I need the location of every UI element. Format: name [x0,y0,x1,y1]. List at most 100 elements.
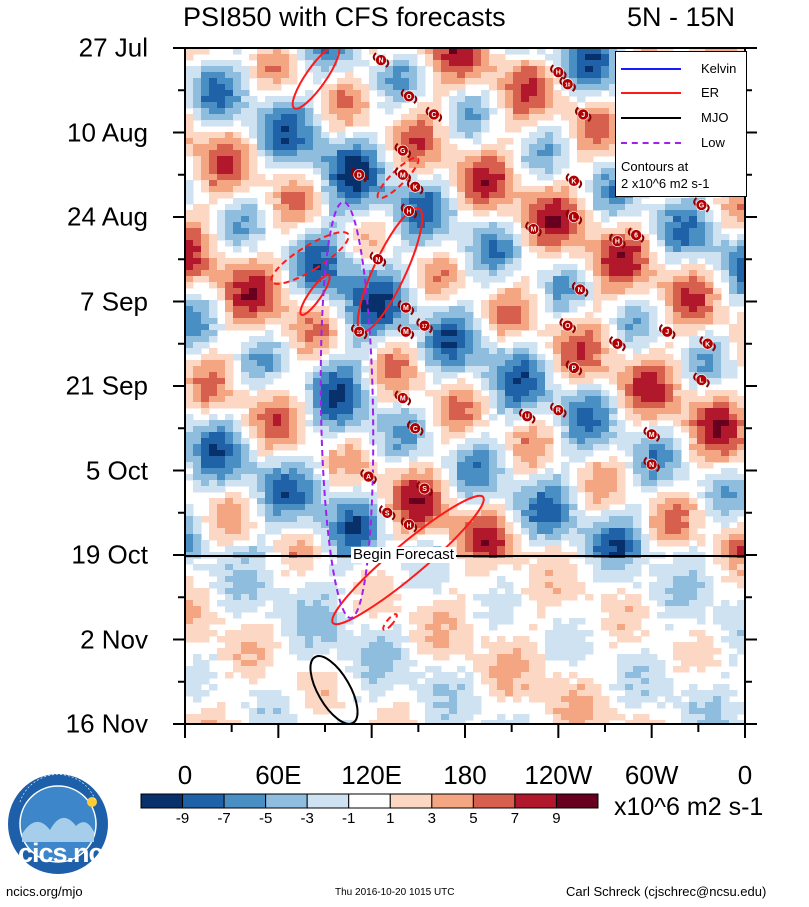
shading-cell [305,234,314,241]
shading-cell [537,504,546,511]
shading-cell [585,354,594,361]
shading-cell [489,84,498,91]
shading-cell [217,102,226,109]
shading-cell [193,360,202,367]
shading-cell [505,150,514,157]
shading-cell [409,360,418,367]
shading-cell [617,546,626,553]
shading-cell [625,366,634,373]
shading-cell [433,252,442,259]
shading-cell [665,450,674,457]
shading-cell [321,276,330,283]
shading-cell [457,66,466,73]
shading-cell [681,534,690,541]
shading-cell [361,90,370,97]
shading-cell [737,522,745,529]
shading-cell [713,534,722,541]
shading-cell [273,264,282,271]
shading-cell [721,234,730,241]
shading-cell [377,234,386,241]
shading-cell [641,282,650,289]
shading-cell [377,360,386,367]
shading-cell [313,336,322,343]
shading-cell [601,486,610,493]
shading-cell [241,258,250,265]
shading-cell [441,144,450,151]
shading-cell [217,288,226,295]
shading-cell [289,336,298,343]
shading-cell [401,234,410,241]
shading-cell [385,312,394,319]
shading-cell [409,492,418,499]
shading-cell [209,84,218,91]
shading-cell [193,300,202,307]
shading-cell [673,492,682,499]
shading-cell [185,258,194,265]
shading-cell [417,414,426,421]
shading-cell [417,336,426,343]
shading-cell [681,198,690,205]
shading-cell [353,132,362,139]
shading-cell [297,402,306,409]
shading-cell [465,528,474,535]
shading-cell [521,378,530,385]
shading-cell [521,210,530,217]
shading-cell [305,198,314,205]
shading-cell [473,168,482,175]
shading-cell [361,174,370,181]
shading-cell [545,132,554,139]
shading-cell [249,270,258,277]
shading-cell [529,150,538,157]
shading-cell [609,516,618,523]
shading-cell [593,444,602,451]
shading-cell [337,444,346,451]
shading-cell [609,426,618,433]
shading-cell [585,246,594,253]
shading-cell [457,72,466,79]
shading-cell [257,468,266,475]
shading-cell [313,420,322,427]
shading-cell [561,144,570,151]
shading-cell [225,60,234,67]
shading-cell [201,210,210,217]
shading-cell [657,360,666,367]
shading-cell [241,444,250,451]
shading-cell [425,102,434,109]
shading-cell [265,126,274,133]
shading-cell [225,120,234,127]
shading-cell [217,426,226,433]
shading-cell [337,120,346,127]
shading-cell [393,120,402,127]
shading-cell [321,282,330,289]
shading-cell [233,288,242,295]
shading-cell [361,192,370,199]
shading-cell [457,510,466,517]
shading-cell [553,570,562,577]
shading-cell [417,204,426,211]
shading-cell [561,186,570,193]
shading-cell [601,114,610,121]
shading-cell [449,216,458,223]
shading-cell [185,396,194,403]
shading-cell [361,522,370,529]
shading-cell [209,498,218,505]
shading-cell [217,558,226,565]
shading-cell [409,288,418,295]
shading-cell [489,240,498,247]
shading-cell [377,570,386,577]
shading-cell [265,162,274,169]
shading-cell [593,252,602,259]
shading-cell [417,408,426,415]
shading-cell [681,540,690,547]
shading-cell [305,60,314,67]
shading-cell [449,264,458,271]
shading-cell [689,336,698,343]
shading-cell [465,396,474,403]
shading-cell [265,360,274,367]
shading-cell [505,558,514,565]
shading-cell [481,408,490,415]
shading-cell [489,222,498,229]
shading-cell [513,234,522,241]
shading-cell [393,186,402,193]
shading-cell [593,240,602,247]
